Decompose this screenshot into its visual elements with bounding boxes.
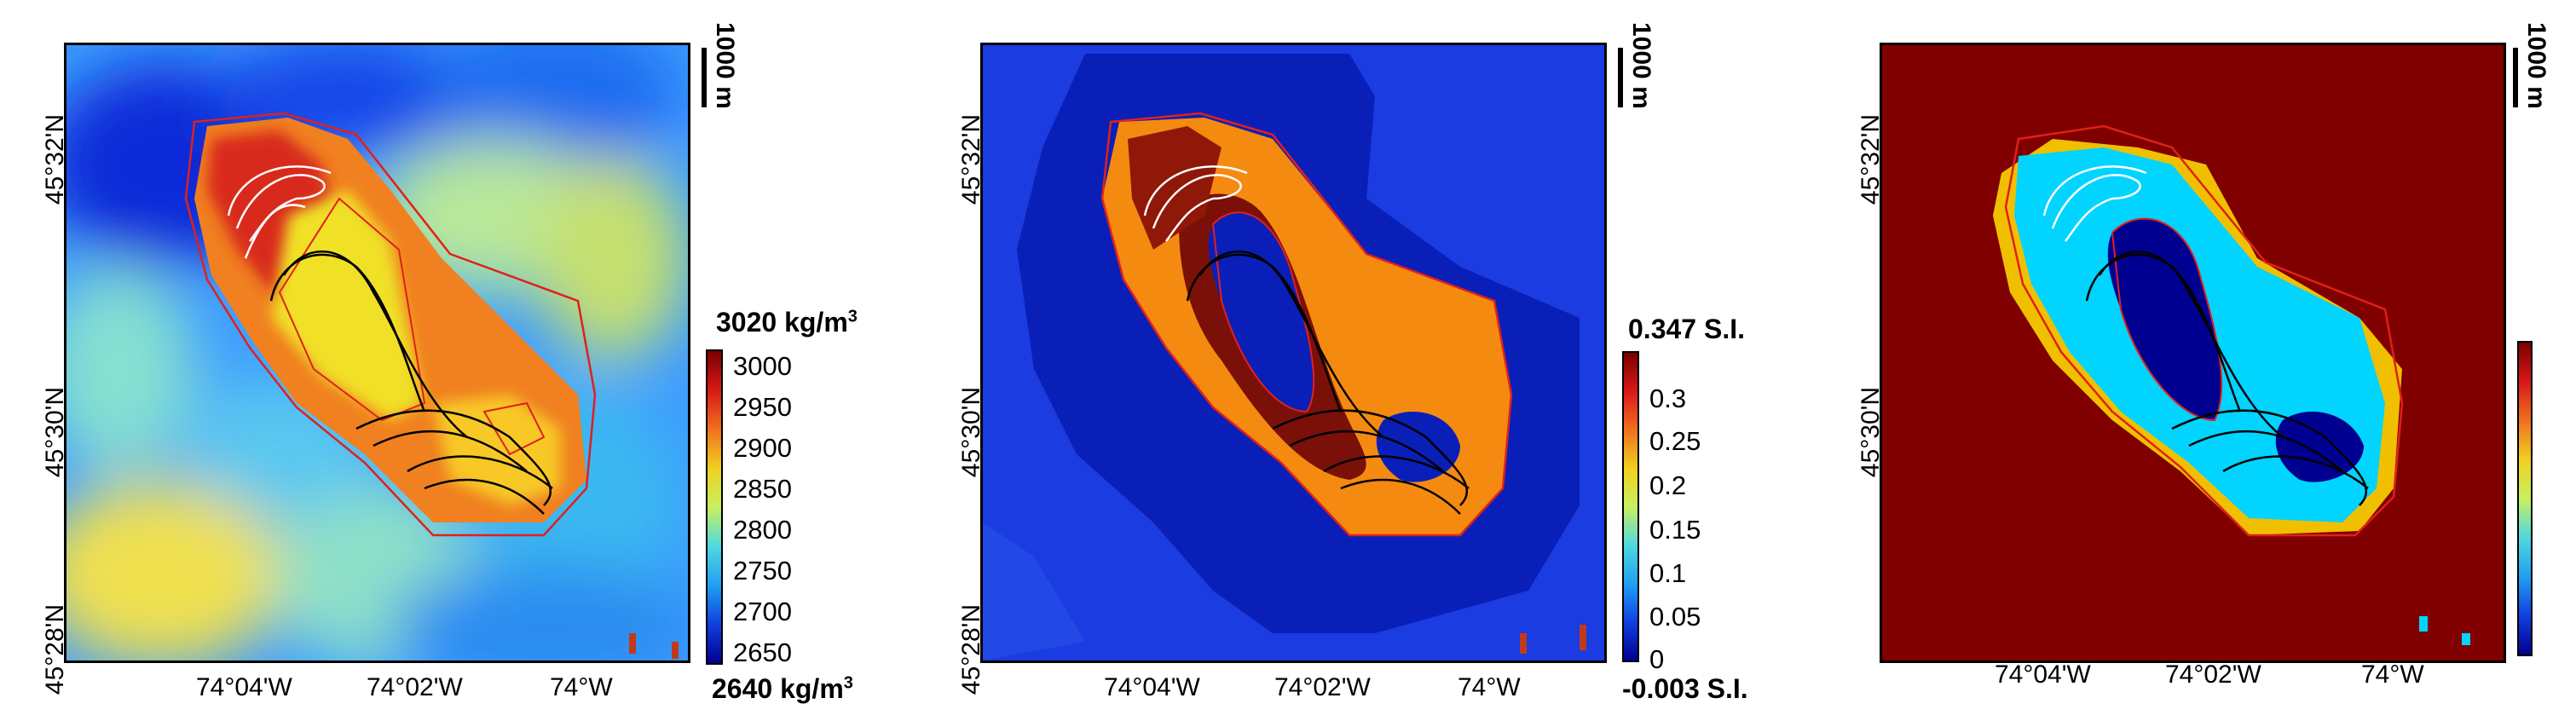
colorbar-tick: 2900: [733, 433, 792, 463]
lat-label-3: 45°28'N: [41, 603, 70, 695]
lon-label-3: 74°W: [1458, 673, 1521, 701]
density-colorbar: [706, 349, 723, 665]
lat-label-1: 45°32'N: [1857, 113, 1886, 205]
colorbar-tick: 0.2: [1649, 470, 1687, 500]
susceptibility-map: [980, 43, 1607, 663]
lon-label-1: 74°04'W: [1104, 673, 1200, 701]
lat-label-1: 45°32'N: [41, 113, 70, 205]
colorbar-tick: 2750: [733, 556, 792, 585]
colorbar-max-label: 3020 kg/m3: [716, 307, 858, 337]
lon-label-2: 74°02'W: [367, 673, 463, 701]
lon-label-1: 74°04'W: [1995, 660, 2091, 689]
classification-colorbar: [2517, 341, 2533, 656]
colorbar-tick: 2850: [733, 474, 792, 504]
density-map-image: [66, 45, 688, 660]
susceptibility-colorbar: [1622, 351, 1639, 662]
colorbar-min-label: -0.003 S.I.: [1622, 673, 1748, 704]
colorbar-tick: 2650: [733, 637, 792, 667]
classification-map-image: [1882, 45, 2504, 660]
lon-label-1: 74°04'W: [196, 673, 292, 701]
density-map: [64, 43, 690, 663]
lat-label-3: 45°28'N: [957, 603, 986, 695]
lat-label-1: 45°32'N: [957, 113, 986, 205]
colorbar-tick: 0.05: [1649, 602, 1701, 632]
lon-label-3: 74°W: [2361, 660, 2424, 689]
classification-panel: 45°32'N 45°30'N 74°04'W 74°02'W 74°W 100…: [1857, 22, 2550, 689]
classification-map: [1880, 43, 2506, 663]
colorbar-tick: 0.3: [1649, 384, 1687, 413]
colorbar-tick: 3000: [733, 351, 792, 381]
colorbar-max-label: 0.347 S.I.: [1628, 314, 1745, 344]
lon-label-2: 74°02'W: [1274, 673, 1371, 701]
colorbar-tick: 2950: [733, 392, 792, 422]
colorbar-tick: 2800: [733, 515, 792, 545]
lon-label-3: 74°W: [550, 673, 613, 701]
lat-label-2: 45°30'N: [1857, 386, 1886, 478]
density-panel: 45°32'N 45°30'N 45°28'N 74°04'W 74°02'W …: [0, 0, 904, 721]
susceptibility-panel: 45°32'N 45°30'N 45°28'N 74°04'W 74°02'W …: [957, 22, 1748, 704]
colorbar-min-label: 2640 kg/m3: [712, 673, 853, 704]
colorbar-tick: 2700: [733, 597, 792, 626]
colorbar-tick: 0: [1649, 644, 1665, 674]
lat-label-2: 45°30'N: [957, 386, 986, 478]
colorbar-tick: 0.25: [1649, 426, 1701, 456]
colorbar-tick: 0.15: [1649, 515, 1701, 545]
susceptibility-map-image: [983, 45, 1604, 660]
lon-label-2: 74°02'W: [2165, 660, 2261, 689]
colorbar-tick: 0.1: [1649, 558, 1687, 588]
lat-label-2: 45°30'N: [41, 386, 70, 478]
